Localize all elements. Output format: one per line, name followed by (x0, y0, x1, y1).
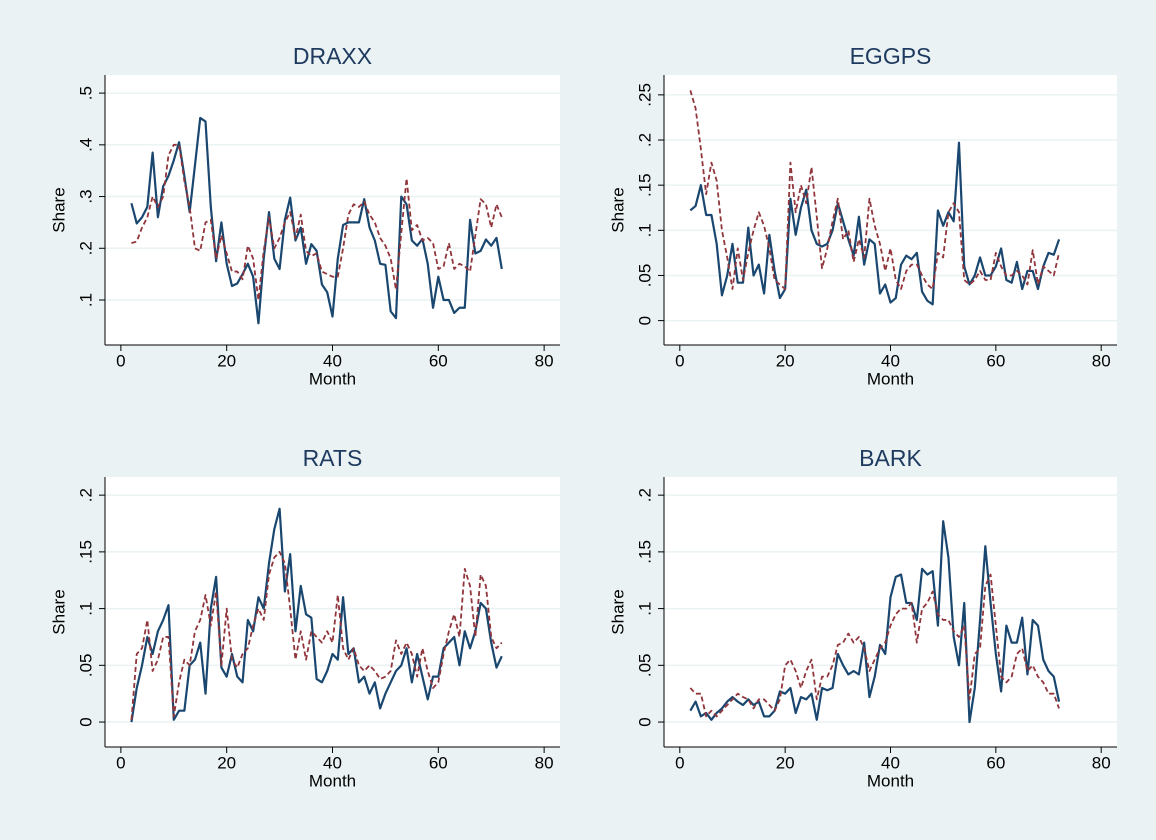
y-tick-label: .1 (76, 293, 95, 307)
x-axis-title: Month (867, 771, 914, 790)
y-tick-label: .25 (635, 83, 654, 107)
x-tick-label: 40 (881, 351, 900, 370)
y-tick-label: 0 (635, 717, 654, 726)
y-tick-label: .15 (635, 540, 654, 564)
x-tick-label: 80 (535, 753, 554, 772)
plot-area (664, 75, 1117, 345)
x-tick-label: 0 (116, 351, 125, 370)
series-line (131, 143, 503, 301)
y-tick-label: .2 (635, 488, 654, 502)
y-tick-label: .2 (635, 133, 654, 147)
x-tick-label: 20 (217, 351, 236, 370)
x-tick-label: 20 (217, 753, 236, 772)
x-tick-label: 60 (429, 753, 448, 772)
y-tick-label: .1 (635, 223, 654, 237)
x-tick-label: 60 (986, 753, 1005, 772)
y-axis-title: Share (49, 589, 68, 634)
y-tick-label: .1 (76, 602, 95, 616)
y-tick-label: .15 (76, 540, 95, 564)
x-tick-label: 40 (881, 753, 900, 772)
series-line (689, 141, 1061, 306)
x-tick-label: 80 (535, 351, 554, 370)
y-tick-label: .5 (76, 86, 95, 100)
x-tick-label: 60 (986, 351, 1005, 370)
x-tick-label: 20 (776, 351, 795, 370)
plot-area (664, 477, 1117, 747)
x-axis-title: Month (867, 369, 914, 388)
x-tick-label: 0 (675, 753, 684, 772)
x-tick-label: 80 (1092, 351, 1111, 370)
y-tick-label: 0 (635, 316, 654, 325)
series-line (689, 90, 1060, 290)
y-tick-label: .2 (76, 241, 95, 255)
y-tick-label: .05 (76, 653, 95, 677)
x-tick-label: 40 (323, 351, 342, 370)
x-tick-label: 60 (429, 351, 448, 370)
panel-title: DRAXX (293, 43, 372, 69)
series-line (130, 116, 503, 325)
x-tick-label: 0 (675, 351, 684, 370)
series-line (689, 520, 1061, 724)
x-tick-label: 0 (116, 753, 125, 772)
x-axis-title: Month (309, 771, 356, 790)
y-axis-title: Share (608, 187, 627, 232)
x-axis-title: Month (309, 369, 356, 388)
y-axis-title: Share (608, 589, 627, 634)
x-tick-label: 20 (776, 753, 795, 772)
panel-title: BARK (859, 445, 922, 471)
y-axis-title: Share (49, 187, 68, 232)
series-line (130, 507, 503, 723)
y-tick-label: .3 (76, 189, 95, 203)
x-tick-label: 80 (1092, 753, 1111, 772)
y-tick-label: .2 (76, 488, 95, 502)
y-tick-label: 0 (76, 717, 95, 726)
y-tick-label: .05 (635, 653, 654, 677)
y-tick-label: .15 (635, 173, 654, 197)
y-tick-label: .1 (635, 602, 654, 616)
y-tick-label: .05 (635, 264, 654, 288)
plot-area (105, 477, 560, 747)
x-tick-label: 40 (323, 753, 342, 772)
panel-title: RATS (303, 445, 363, 471)
y-tick-label: .4 (76, 138, 95, 152)
series-line (689, 573, 1060, 718)
series-line (130, 550, 503, 720)
panel-title: EGGPS (850, 43, 932, 69)
